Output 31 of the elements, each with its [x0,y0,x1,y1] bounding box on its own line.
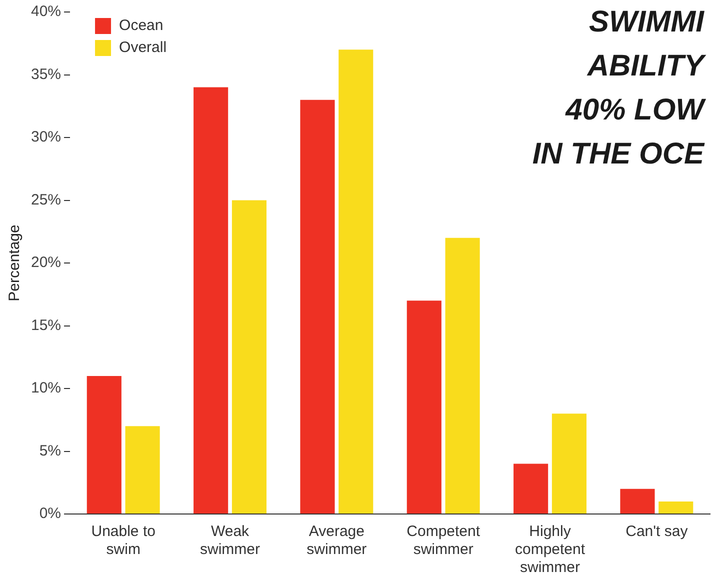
legend-label: Overall [119,39,167,56]
y-tick-label: 25% [30,191,62,208]
bar [86,376,122,514]
x-tick-label: Highly competent swimmer [514,523,586,576]
bar [658,501,694,514]
y-tick-label: 0% [39,505,62,522]
bar [514,464,548,514]
y-tick-label: 30% [30,128,62,146]
bar [125,426,160,514]
bar [406,300,442,514]
y-tick-label: 15% [30,316,62,334]
y-tick-label: 35% [30,66,62,83]
bar [232,200,266,514]
x-tick-label: Can't say [626,523,688,540]
x-tick-label: Average swimmer [306,523,367,558]
bar [620,488,655,514]
text: SWIMMI ABILITY 40% LOW IN THE OCE [532,5,707,170]
y-tick-label: 40% [30,3,62,20]
bar [552,414,586,514]
x-tick-label: Weak swimmer [200,523,260,558]
bar [338,50,374,514]
y-tick-label: 5% [39,442,62,460]
y-tick-label: 20% [30,254,62,272]
legend-label: Ocean [119,17,164,34]
y-tick-label: 10% [30,380,62,397]
x-tick-label: Competent swimmer [406,523,481,558]
y-axis-title: Percentage [6,224,24,302]
x-tick-label: Unable to swim [91,523,156,558]
bar [194,87,228,514]
bar [300,100,335,514]
bar [445,238,480,514]
